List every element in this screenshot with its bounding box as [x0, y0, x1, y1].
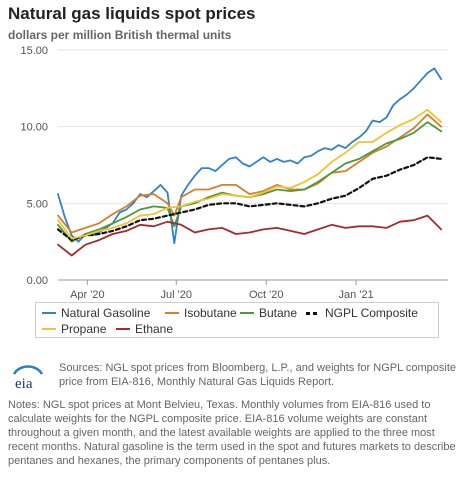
sources-note: Sources: NGL spot prices from Bloomberg,… [59, 362, 456, 388]
logo-text: eia [15, 376, 33, 392]
legend-swatch [42, 328, 56, 330]
y-tick-label: 15.00 [20, 45, 48, 57]
x-tick-label: Apr '20 [70, 289, 105, 300]
chart-title: Natural gas liquids spot prices [8, 4, 256, 23]
legend-label: NGPL Composite [325, 306, 418, 320]
legend-label: Natural Gasoline [61, 306, 151, 320]
x-tick-label: Jul '20 [161, 289, 192, 300]
x-axis: Apr '20 Jul '20 Oct '20 Jan '21 [70, 280, 374, 300]
grid [58, 49, 448, 281]
y-tick-label: 5.00 [27, 198, 48, 210]
series-line-butane [57, 121, 443, 243]
legend-label: Isobutane [184, 306, 237, 320]
series-line-natural-gasoline [57, 67, 443, 245]
line-chart: 0.00 5.00 10.00 15.00 Apr '20 Jul '20 Oct '20… [20, 45, 448, 300]
x-tick-label: Jan '21 [339, 289, 374, 300]
legend-swatch [116, 328, 130, 330]
y-axis: 0.00 5.00 10.00 15.00 [20, 45, 48, 287]
legend-label: Propane [61, 322, 107, 336]
series-line-ethane [57, 214, 443, 257]
eia-logo: eia [12, 365, 44, 392]
notes-text: Notes: NGL spot prices at Mont Belvieu, … [8, 399, 456, 467]
logo-arc [12, 365, 44, 375]
y-tick-label: 0.00 [27, 275, 48, 287]
legend-label: Ethane [135, 322, 174, 336]
series-line-isobutane [57, 113, 443, 234]
y-tick-label: 10.00 [20, 122, 48, 134]
legend: Natural Gasoline Isobutane Butane NGPL C… [35, 302, 439, 338]
legend-label: Butane [259, 306, 298, 320]
legend-swatch [240, 312, 254, 314]
series-lines [56, 67, 443, 257]
series-line-ngpl-composite [56, 156, 443, 242]
x-tick-label: Oct '20 [249, 289, 284, 300]
legend-swatch [165, 312, 179, 314]
series-line-propane [57, 108, 443, 240]
chart-subtitle: dollars per million British thermal unit… [8, 28, 232, 42]
legend-swatch [42, 312, 56, 314]
legend-swatch [306, 312, 320, 315]
